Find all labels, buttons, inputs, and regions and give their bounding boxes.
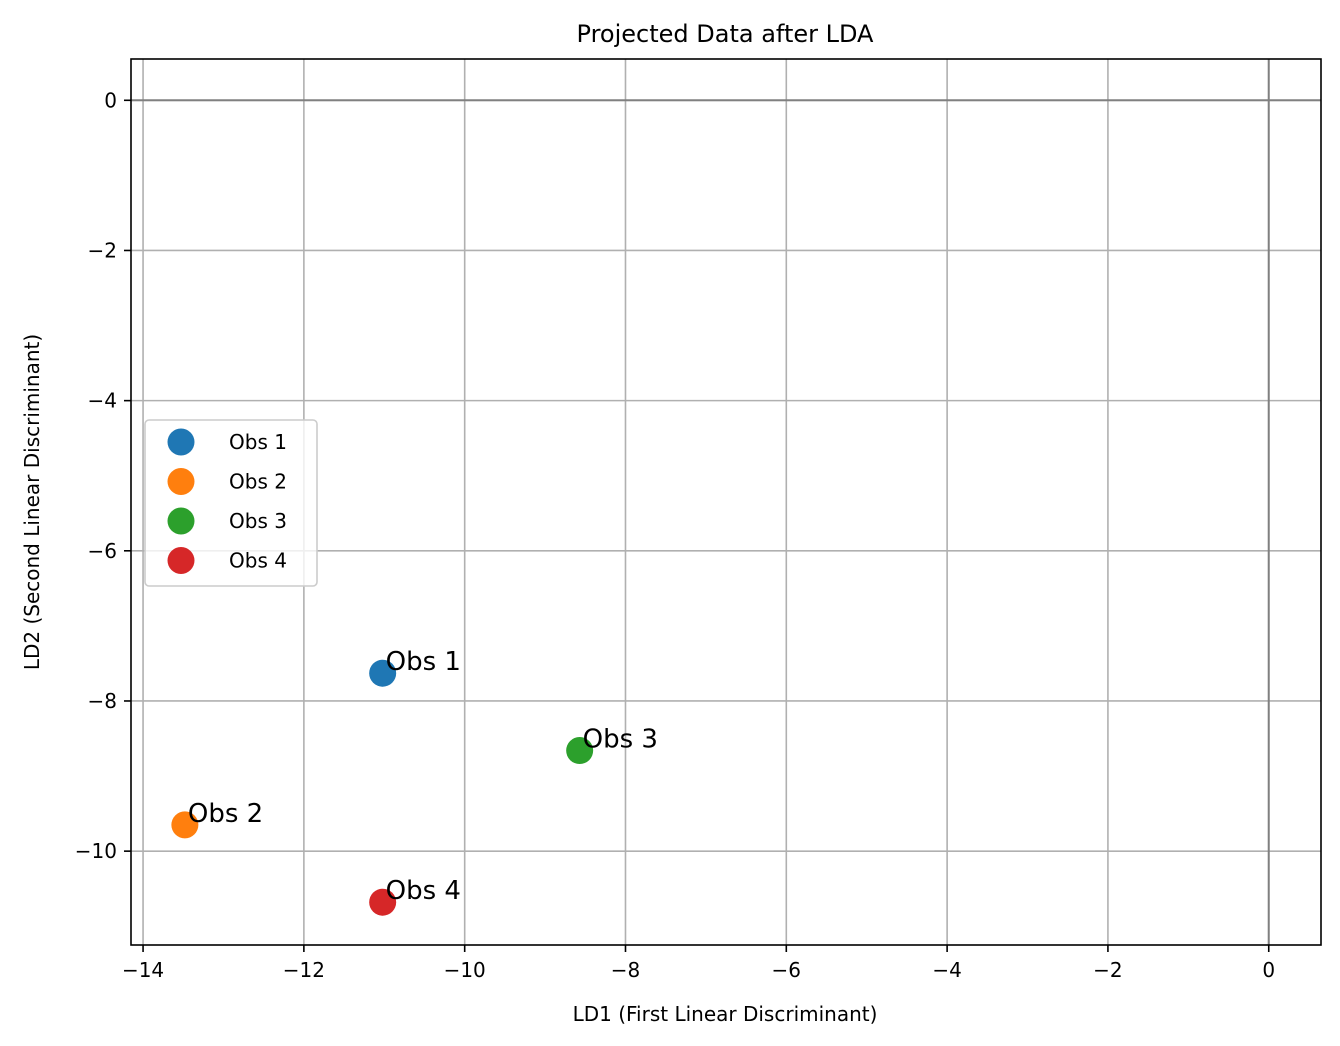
legend-entry-label: Obs 1 [229,430,287,454]
x-tick-label: 0 [1262,958,1275,982]
y-tick-label: −8 [88,689,117,713]
data-point [566,737,594,765]
legend-entry-label: Obs 4 [229,549,287,573]
x-tick-label: −10 [444,958,486,982]
legend-entry-label: Obs 2 [229,470,287,494]
y-tick-label: −10 [75,839,117,863]
legend-marker [167,507,195,535]
point-label: Obs 2 [188,799,263,829]
x-tick-label: −4 [932,958,961,982]
x-tick-label: −14 [122,958,164,982]
legend-marker [167,428,195,456]
y-axis-label: LD2 (Second Linear Discriminant) [20,334,44,670]
y-tick-label: 0 [104,88,117,112]
x-tick-label: −2 [1093,958,1122,982]
y-tick-label: −2 [88,238,117,262]
data-point [369,888,397,916]
x-axis-label: LD1 (First Linear Discriminant) [573,1002,878,1026]
data-point [171,811,199,839]
data-point [369,659,397,687]
reference-lines [131,59,1321,945]
x-tick-label: −6 [772,958,801,982]
point-label: Obs 1 [386,647,461,677]
data-points [171,659,594,916]
x-tick-label: −8 [611,958,640,982]
legend-box [144,419,318,587]
x-tick-label: −12 [283,958,325,982]
point-label: Obs 3 [583,725,658,755]
y-tick-label: −4 [88,389,117,413]
axis-ticks: −14 −12 −10 −8 −6 −4 −2 0 0 −2 −4 −6 −8 −10 [75,88,1275,982]
y-tick-label: −6 [88,539,117,563]
legend-marker [167,547,195,574]
plot-frame [130,58,1322,946]
legend-entry-label: Obs 3 [229,509,287,533]
legend: Obs 1 Obs 2 Obs 3 Obs 4 [144,419,318,587]
chart-title: Projected Data after LDA [577,20,875,48]
legend-marker [167,468,195,495]
point-label: Obs 4 [386,876,461,906]
point-labels: Obs 1 Obs 2 Obs 3 Obs 4 [188,647,658,906]
